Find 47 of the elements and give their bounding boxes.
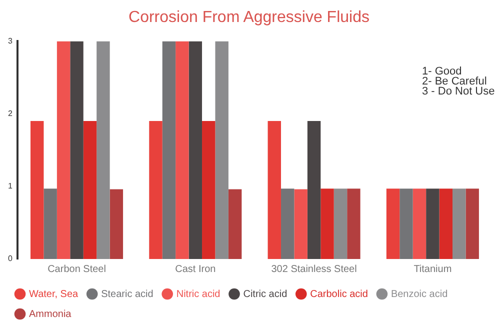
bar <box>176 41 189 259</box>
bar <box>439 188 453 259</box>
y-tick-label: 1 <box>8 182 13 191</box>
bar <box>412 188 426 259</box>
bar <box>280 188 294 259</box>
x-tick-label: Carbon Steel <box>48 264 106 275</box>
x-tick-label: 302 Stainless Steel <box>271 264 357 275</box>
bar <box>96 41 110 259</box>
x-tick-label: Titanium <box>414 264 452 275</box>
legend-label: Nitric acid <box>176 288 220 300</box>
bar <box>426 188 440 259</box>
bar <box>334 188 348 259</box>
legend-label: Benzoic acid <box>390 288 448 300</box>
legend-label: Stearic acid <box>101 288 154 300</box>
bar <box>320 188 334 259</box>
bar <box>162 41 176 259</box>
bar <box>83 121 97 259</box>
bar <box>347 188 360 259</box>
bar <box>452 188 466 259</box>
bar <box>294 189 308 259</box>
bar <box>466 188 479 259</box>
legend-label: Citric acid <box>243 288 288 300</box>
bar <box>268 121 281 259</box>
annotation: 2- Be Careful <box>422 76 487 88</box>
bar <box>110 189 124 259</box>
bar <box>215 41 228 259</box>
y-tick-label: 3 <box>8 36 13 46</box>
bar <box>202 121 216 259</box>
bar <box>400 188 413 259</box>
y-tick-label: 2 <box>8 109 13 118</box>
bar <box>149 121 162 259</box>
y-tick-label: 0 <box>8 254 13 264</box>
bar <box>386 188 400 259</box>
bar <box>70 41 84 259</box>
annotation: 3 - Do Not Use <box>422 86 495 98</box>
annotation: 1- Good <box>422 66 462 78</box>
bar <box>30 121 44 259</box>
chart-title: Corrosion From Aggressive Fluids <box>128 9 370 26</box>
legend-label: Ammonia <box>29 308 72 320</box>
legend-label: Water, Sea <box>29 288 79 300</box>
bar <box>188 41 202 259</box>
legend-label: Carbolic acid <box>310 288 368 300</box>
bar <box>44 188 57 259</box>
bar <box>56 41 70 259</box>
x-tick-label: Cast Iron <box>175 264 216 275</box>
bar <box>307 121 321 259</box>
bar <box>228 189 242 259</box>
